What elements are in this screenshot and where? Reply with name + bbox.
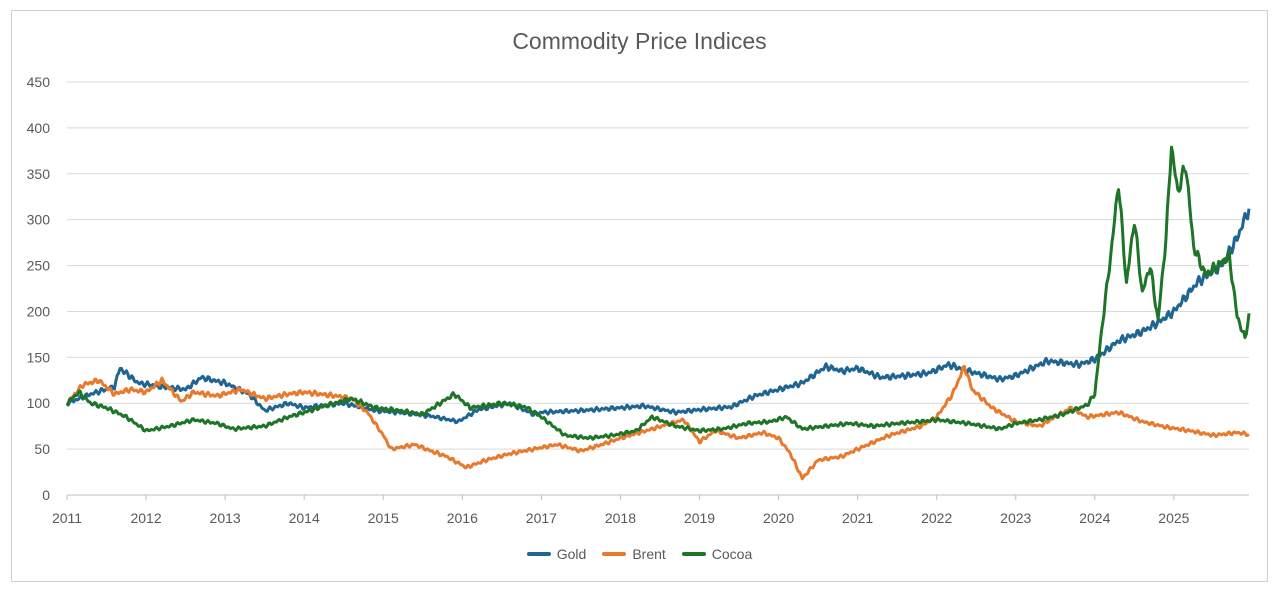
legend: Gold Brent Cocoa xyxy=(0,546,1279,562)
legend-item-brent: Brent xyxy=(602,546,666,562)
chart-frame xyxy=(11,10,1268,582)
x-tick-label: 2017 xyxy=(526,510,557,526)
x-tick-label: 2022 xyxy=(921,510,952,526)
chart-title: Commodity Price Indices xyxy=(512,28,767,54)
y-tick-label: 150 xyxy=(27,349,51,365)
y-tick-label: 0 xyxy=(42,487,50,503)
x-tick-label: 2015 xyxy=(368,510,399,526)
x-tick-label: 2016 xyxy=(447,510,478,526)
y-tick-label: 50 xyxy=(34,441,50,457)
legend-item-cocoa: Cocoa xyxy=(681,546,753,562)
y-tick-label: 450 xyxy=(27,74,51,90)
x-tick-label: 2013 xyxy=(210,510,241,526)
y-tick-label: 250 xyxy=(27,258,51,274)
legend-swatch-brent xyxy=(602,552,627,556)
legend-label-gold: Gold xyxy=(556,546,587,562)
y-tick-label: 200 xyxy=(27,303,51,319)
x-tick-label: 2014 xyxy=(289,510,320,526)
series-line-brent xyxy=(65,364,1250,481)
y-tick-label: 100 xyxy=(27,395,51,411)
x-tick-label: 2020 xyxy=(763,510,794,526)
x-tick-label: 2012 xyxy=(130,510,161,526)
x-tick-label: 2025 xyxy=(1158,510,1189,526)
x-tick-label: 2018 xyxy=(605,510,636,526)
legend-swatch-cocoa xyxy=(681,552,706,556)
y-tick-label: 350 xyxy=(27,166,51,182)
x-tick-label: 2023 xyxy=(1000,510,1031,526)
legend-swatch-gold xyxy=(526,552,551,556)
legend-item-gold: Gold xyxy=(526,546,587,562)
x-tick-label: 2019 xyxy=(684,510,715,526)
y-tick-label: 300 xyxy=(27,212,51,228)
series-line-cocoa xyxy=(65,145,1251,441)
series-line-gold xyxy=(66,208,1251,425)
legend-label-cocoa: Cocoa xyxy=(711,546,753,562)
x-tick-label: 2024 xyxy=(1079,510,1110,526)
legend-label-brent: Brent xyxy=(632,546,666,562)
x-tick-label: 2011 xyxy=(52,510,82,526)
y-tick-label: 400 xyxy=(27,120,51,136)
x-tick-label: 2021 xyxy=(842,510,873,526)
